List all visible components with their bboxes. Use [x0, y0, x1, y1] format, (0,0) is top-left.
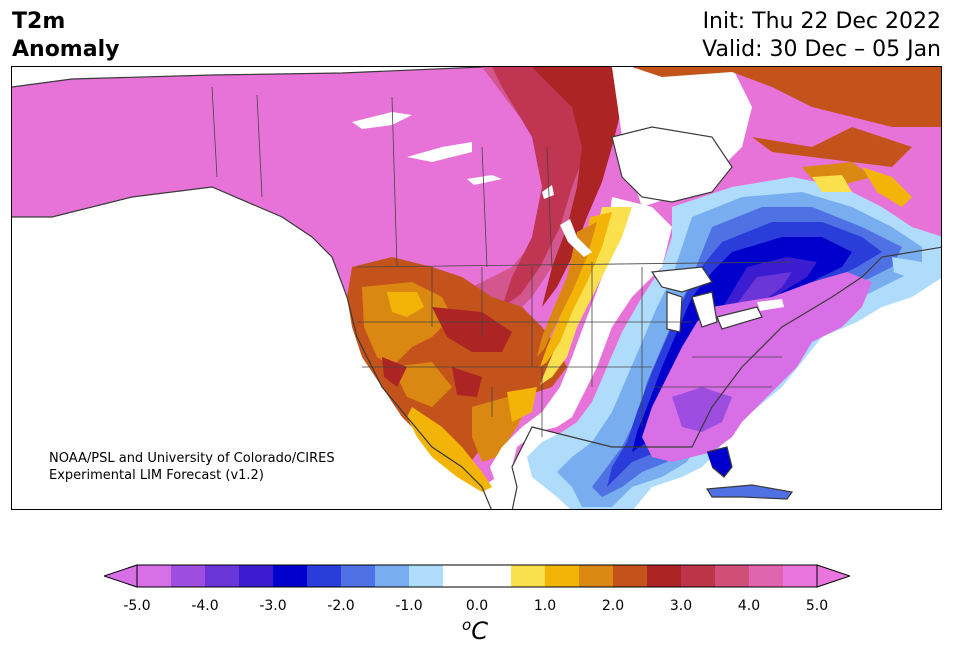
colorbar-segment — [307, 565, 342, 587]
title-line-2: Anomaly — [12, 37, 120, 62]
neutral-band — [490, 197, 672, 509]
colorbar-segment — [171, 565, 206, 587]
valid-range: Valid: 30 Dec – 05 Jan — [702, 37, 941, 62]
date-info: Init: Thu 22 Dec 2022 Valid: 30 Dec – 05… — [702, 8, 941, 64]
colorbar-segment — [783, 565, 818, 587]
credit-line-1: NOAA/PSL and University of Colorado/CIRE… — [49, 451, 335, 466]
colorbar-tick-label: 1.0 — [533, 598, 557, 614]
init-date: Init: Thu 22 Dec 2022 — [702, 9, 941, 34]
colorbar-segment — [511, 565, 546, 587]
colorbar-segment — [715, 565, 750, 587]
colorbar-tick-label: -1.0 — [395, 598, 423, 614]
colorbar-unit: oC — [462, 616, 488, 645]
colorbar-segment — [613, 565, 648, 587]
map-title: T2m Anomaly — [12, 8, 119, 64]
colorbar-outline — [136, 564, 818, 588]
colorbar-segment — [545, 565, 580, 587]
colorbar-segment — [681, 565, 716, 587]
credit-text: NOAA/PSL and University of Colorado/CIRE… — [49, 450, 335, 484]
colorbar-segment — [273, 565, 308, 587]
colorbar-segment — [477, 565, 512, 587]
colorbar-segment — [205, 565, 240, 587]
colorbar-segment — [137, 565, 172, 587]
map-svg — [12, 67, 941, 509]
colorbar-tick-label: -2.0 — [327, 598, 355, 614]
colorbar-tick-label: 3.0 — [669, 598, 693, 614]
colorbar-max-arrow — [816, 564, 850, 588]
colorbar-tick-label: -5.0 — [123, 598, 151, 614]
credit-line-2: Experimental LIM Forecast (v1.2) — [49, 468, 264, 483]
colorbar-segment — [443, 565, 478, 587]
colorbar-segment — [409, 565, 444, 587]
colorbar-tick-label: 4.0 — [737, 598, 761, 614]
colorbar-min-arrow — [104, 564, 138, 588]
title-line-1: T2m — [12, 9, 66, 34]
colorbar — [104, 564, 850, 588]
anomaly-map — [11, 66, 942, 510]
colorbar-tick-label: 0.0 — [465, 598, 489, 614]
colorbar-segment — [647, 565, 682, 587]
colorbar-segment — [375, 565, 410, 587]
colorbar-tick-label: -4.0 — [191, 598, 219, 614]
colorbar-tick-label: 2.0 — [601, 598, 625, 614]
colorbar-segment — [579, 565, 614, 587]
colorbar-segment — [239, 565, 274, 587]
colorbar-segment — [341, 565, 376, 587]
colorbar-tick-label: -3.0 — [259, 598, 287, 614]
colorbar-segment — [749, 565, 784, 587]
colorbar-tick-label: 5.0 — [805, 598, 829, 614]
